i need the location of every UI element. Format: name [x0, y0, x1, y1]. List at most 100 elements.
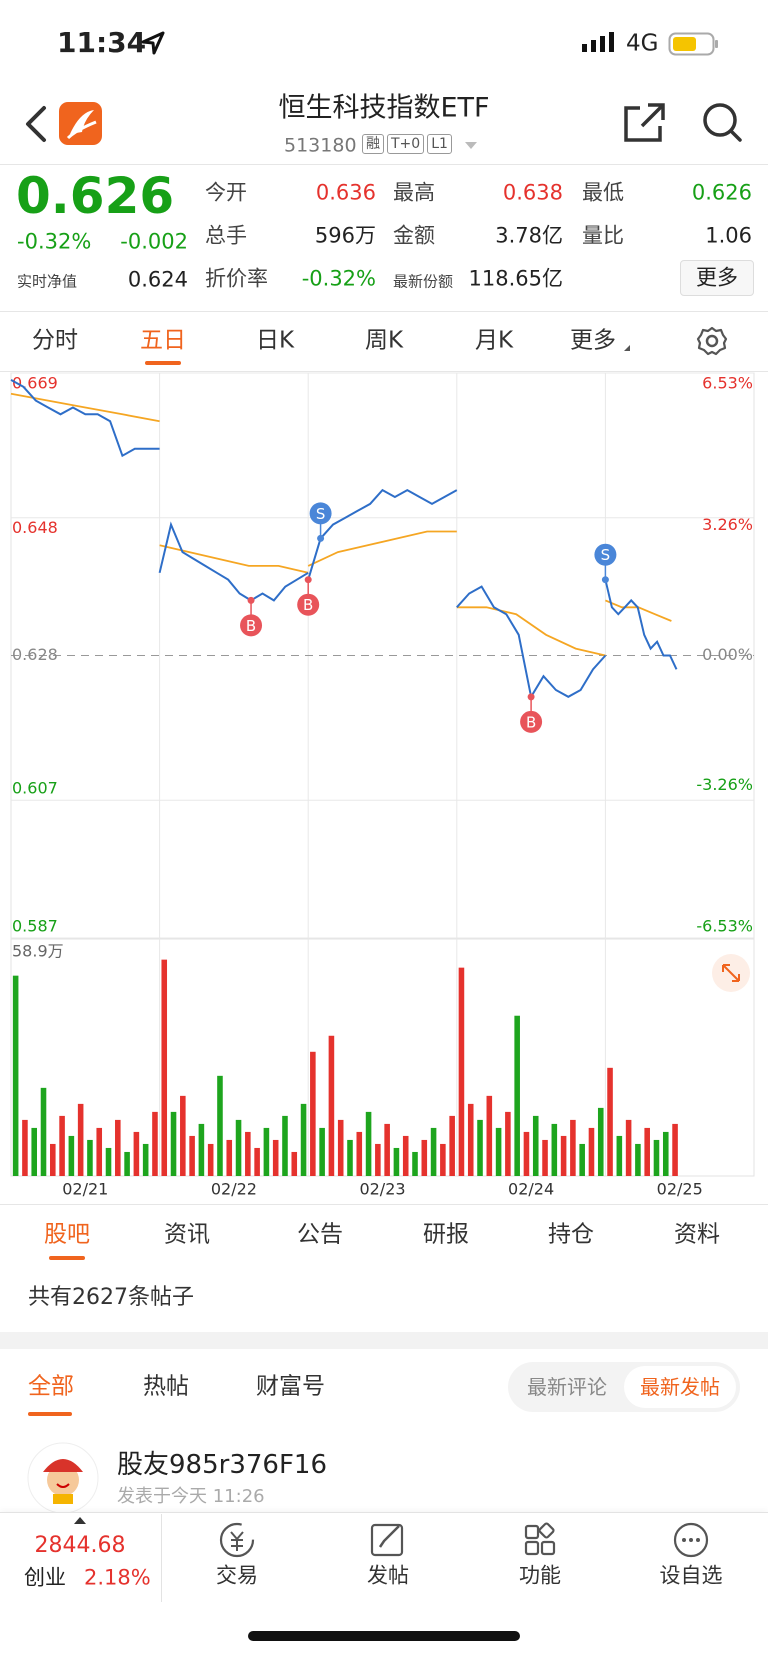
nav-item[interactable]: 设自选	[659, 1563, 723, 1588]
stat-value: 0.638	[502, 180, 563, 205]
header-actions	[624, 103, 742, 142]
stat-label: 折价率	[205, 266, 268, 291]
index-value[interactable]: 2844.68	[34, 1533, 126, 1558]
volume-bar	[551, 1123, 558, 1176]
settings-button[interactable]	[696, 325, 728, 357]
expand-button[interactable]	[712, 954, 750, 992]
volume-bar	[625, 1119, 632, 1176]
chart-tab[interactable]: 日K	[255, 327, 295, 354]
signal-icon	[582, 32, 614, 52]
volume-bar	[477, 1119, 483, 1176]
volume-bar	[50, 1143, 56, 1176]
change: -0.002	[120, 229, 188, 254]
chart: 0.669 0.648 0.628 0.607 0.587 6.53% 3.26% 0.00%…	[10, 372, 755, 1199]
price-line	[456, 585, 607, 700]
volume-bar	[152, 1111, 158, 1176]
volume-bar	[347, 1139, 353, 1176]
volume-bar	[532, 1115, 539, 1176]
nav-item[interactable]: 功能	[519, 1563, 561, 1588]
stat-value: -0.32%	[301, 266, 376, 291]
volume-bar	[282, 1115, 288, 1176]
section-tab[interactable]: 资料	[674, 1221, 720, 1248]
stat-value: 3.78亿	[495, 223, 563, 248]
section-tab[interactable]: 公告	[297, 1221, 343, 1248]
volume-bar	[458, 967, 465, 1176]
chart-tab[interactable]: 更多	[570, 327, 616, 354]
more-button[interactable]: 更多	[680, 260, 754, 296]
dropdown[interactable]	[464, 140, 478, 150]
home-indicator	[248, 1631, 520, 1641]
volume-bar	[328, 1035, 335, 1176]
avatar[interactable]	[27, 1442, 99, 1514]
stat-label: 总手	[205, 223, 247, 248]
status-time: 11:34	[57, 26, 147, 59]
stat-value: 0.636	[315, 180, 376, 205]
y-tick-label: 0.648	[12, 518, 58, 537]
price-line	[604, 579, 678, 670]
volume-bar	[217, 1075, 223, 1176]
section-tab[interactable]: 资讯	[164, 1221, 210, 1248]
expand-icon	[722, 964, 740, 982]
x-tick-label: 02/22	[211, 1180, 257, 1199]
volume-bar	[607, 1067, 613, 1176]
volume-bar	[430, 1127, 437, 1176]
volume-bar	[87, 1139, 93, 1176]
volume-bar	[161, 959, 168, 1176]
volume-bar	[133, 1131, 140, 1176]
y-tick-label: 0.628	[12, 645, 58, 664]
nav-item[interactable]: 发帖	[367, 1563, 409, 1588]
chart-tab[interactable]: 五日	[140, 327, 186, 354]
price-line	[307, 488, 458, 580]
volume-bar	[579, 1143, 585, 1176]
chart-tab[interactable]: 月K	[474, 327, 514, 354]
sort-active[interactable]: 最新发帖	[624, 1366, 736, 1408]
volume-bar	[245, 1131, 251, 1176]
network: 4G	[626, 30, 659, 57]
chart-tab[interactable]: 周K	[364, 327, 404, 354]
volume-bar	[12, 975, 19, 1176]
trade-marker: B	[240, 596, 263, 637]
sort-option[interactable]: 最新评论	[527, 1375, 607, 1399]
volume-bar	[570, 1119, 576, 1176]
index-change: 2.18%	[84, 1565, 151, 1590]
post-user[interactable]: 股友985r376F16	[117, 1450, 327, 1480]
section-tab[interactable]: 股吧	[44, 1221, 90, 1248]
back-button[interactable]	[26, 106, 46, 142]
volume-bar	[356, 1131, 363, 1176]
caret	[624, 345, 630, 351]
badges: 融 T+0 L1	[362, 134, 452, 154]
stat-label: 最高	[393, 180, 435, 205]
volume-bar	[319, 1127, 325, 1176]
nav-item[interactable]: 交易	[216, 1563, 258, 1588]
volume-bar	[337, 1119, 344, 1176]
volume-bar	[365, 1111, 372, 1176]
price-line	[10, 379, 160, 458]
separator	[0, 1332, 768, 1349]
volume-bar	[495, 1127, 502, 1176]
filter-tab[interactable]: 财富号	[256, 1373, 325, 1400]
divider	[161, 1514, 162, 1602]
volume-bar	[115, 1119, 121, 1176]
post-time: 发表于今天 11:26	[117, 1486, 265, 1507]
stat-label: 最低	[582, 180, 624, 205]
share-button[interactable]	[624, 106, 662, 142]
volume-bar	[207, 1143, 214, 1176]
volume-bar	[644, 1127, 650, 1176]
badge: 融	[362, 134, 384, 154]
badge: T+0	[387, 134, 425, 154]
volume-bar	[77, 1103, 84, 1176]
volume-bar	[291, 1151, 298, 1176]
section-tab[interactable]: 研报	[423, 1221, 469, 1248]
chart-frame	[10, 372, 755, 1177]
stat-label: 量比	[582, 223, 624, 248]
search-button[interactable]	[703, 103, 737, 137]
trade-marker: B	[297, 576, 320, 616]
battery-icon	[668, 32, 718, 56]
filter-tab[interactable]: 全部	[28, 1373, 74, 1400]
chart-tab[interactable]: 分时	[32, 327, 78, 354]
section-tab[interactable]: 持仓	[548, 1221, 594, 1248]
filter-tab[interactable]: 热帖	[143, 1373, 189, 1400]
post-count: 共有2627条帖子	[28, 1285, 194, 1310]
tab-underline	[49, 1256, 85, 1260]
